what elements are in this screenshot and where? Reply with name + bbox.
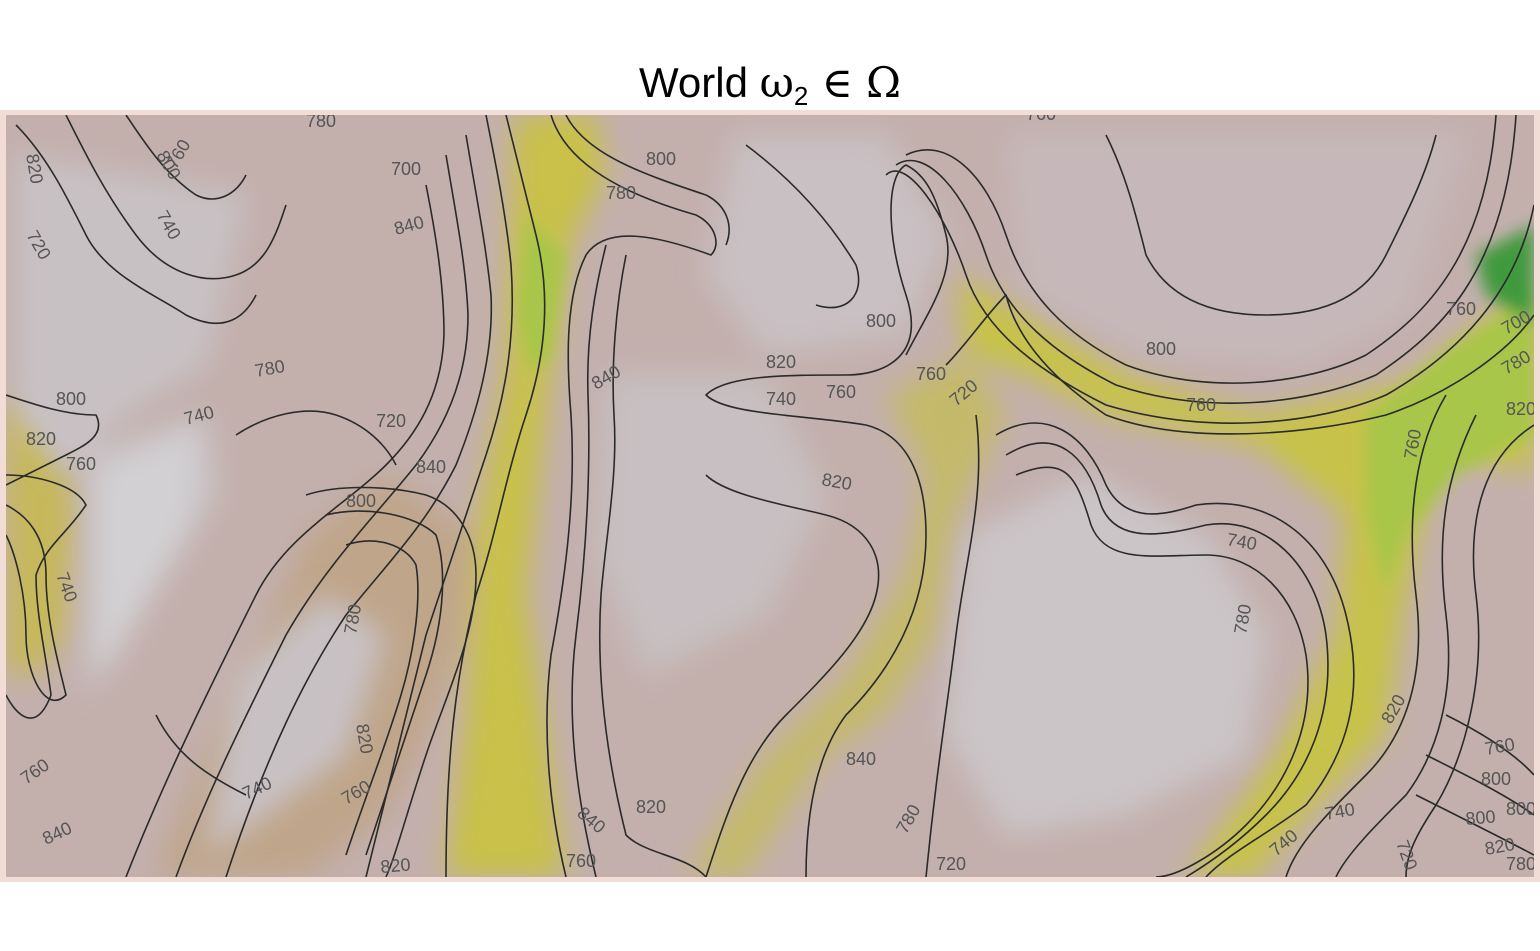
contour-label: 820 — [26, 429, 56, 449]
contour-line — [125, 115, 247, 200]
contour-line — [1105, 134, 1437, 316]
contour-line — [1015, 466, 1309, 877]
contour-line — [125, 184, 445, 877]
contour-line — [325, 510, 444, 856]
contour-line — [905, 115, 1497, 384]
contour-line — [6, 474, 87, 719]
contour-lines — [6, 115, 1534, 877]
contour-label: 820 — [1506, 399, 1534, 419]
contour-label: 700 — [391, 159, 421, 179]
contour-line — [598, 254, 707, 877]
plateau-layer — [16, 135, 1466, 855]
contour-label: 800 — [1465, 806, 1497, 829]
contour-line — [705, 474, 880, 877]
title-subscript: 2 — [793, 81, 809, 111]
contour-line — [565, 115, 730, 246]
contour-line — [235, 410, 397, 466]
contour-label: 740 — [766, 389, 796, 409]
contour-label: 800 — [1146, 339, 1176, 359]
lowland-green-central — [516, 215, 566, 375]
title-prefix: World — [639, 59, 760, 106]
contour-label: 780 — [306, 115, 336, 131]
lowland-green-deep — [1476, 225, 1534, 325]
contour-label: 800 — [646, 149, 676, 169]
contour-label: 760 — [916, 364, 946, 384]
contour-label: 800 — [866, 311, 896, 331]
lowland-green-east — [1366, 295, 1534, 595]
contour-label: 820 — [766, 352, 796, 372]
contour-line — [945, 294, 1534, 435]
contour-label: 720 — [936, 854, 966, 874]
contour-line — [6, 394, 100, 486]
contour-label: 760 — [1446, 299, 1476, 319]
contour-line — [571, 244, 607, 877]
plateau-north — [706, 135, 946, 355]
plateau-northwest — [16, 155, 246, 475]
contour-label: 780 — [1506, 854, 1534, 874]
contour-line — [305, 486, 477, 877]
contour-line — [65, 115, 287, 280]
contour-label: 760 — [566, 851, 596, 871]
valley-band-central — [446, 115, 606, 877]
contour-line — [1335, 414, 1477, 877]
contour-label: 820 — [636, 797, 666, 817]
contour-label: 820 — [380, 854, 412, 877]
valley-band-mid — [686, 355, 1006, 877]
contour-label: 720 — [376, 411, 406, 431]
plateau-southeast — [946, 475, 1266, 835]
contour-label: 800 — [1481, 769, 1511, 789]
contour-label: 780 — [606, 183, 636, 203]
contour-line — [1005, 442, 1329, 877]
contour-line — [995, 422, 1355, 877]
contour-label: 800 — [56, 389, 86, 409]
contour-line — [1425, 754, 1534, 816]
contour-line — [745, 144, 860, 309]
plateau-center — [596, 375, 826, 675]
contour-line — [225, 134, 493, 877]
map-title: World ω2 ∈ Ω — [0, 58, 1540, 121]
contour-label: 760 — [1026, 115, 1056, 124]
contour-label: 800 — [346, 491, 376, 511]
contour-line — [885, 170, 1534, 424]
contour-label: 760 — [826, 382, 856, 402]
contour-line — [6, 504, 67, 702]
contour-label: 840 — [416, 457, 446, 477]
title-set: Ω — [866, 58, 901, 107]
contour-line — [175, 154, 469, 877]
contour-line — [925, 414, 980, 877]
contour-label: 760 — [66, 454, 96, 474]
title-omega: ω — [759, 58, 794, 107]
contour-line — [365, 115, 514, 877]
plateau-west-core — [96, 425, 196, 675]
contour-label: 840 — [846, 749, 876, 769]
plateau-northeast — [1006, 135, 1466, 365]
contour-line — [445, 115, 546, 877]
contour-line — [1405, 424, 1534, 877]
contour-line — [1285, 394, 1447, 877]
contour-label: 760 — [1186, 395, 1216, 415]
contour-line — [155, 714, 247, 796]
contour-line — [345, 540, 419, 856]
contour-line — [15, 124, 257, 325]
contour-line — [1415, 794, 1534, 856]
terrain-map-frame: 820 800 780 760 740 720 700 840 780 800 820 760 740 7… — [0, 110, 1540, 882]
contour-line — [1445, 714, 1534, 776]
contour-line — [546, 115, 717, 877]
title-relation: ∈ — [808, 58, 867, 107]
contour-label: 800 — [1506, 799, 1534, 819]
contour-line — [705, 164, 949, 877]
plateau-southwest — [206, 595, 386, 855]
contour-line — [895, 115, 1517, 404]
lowland-layer — [516, 215, 1534, 595]
